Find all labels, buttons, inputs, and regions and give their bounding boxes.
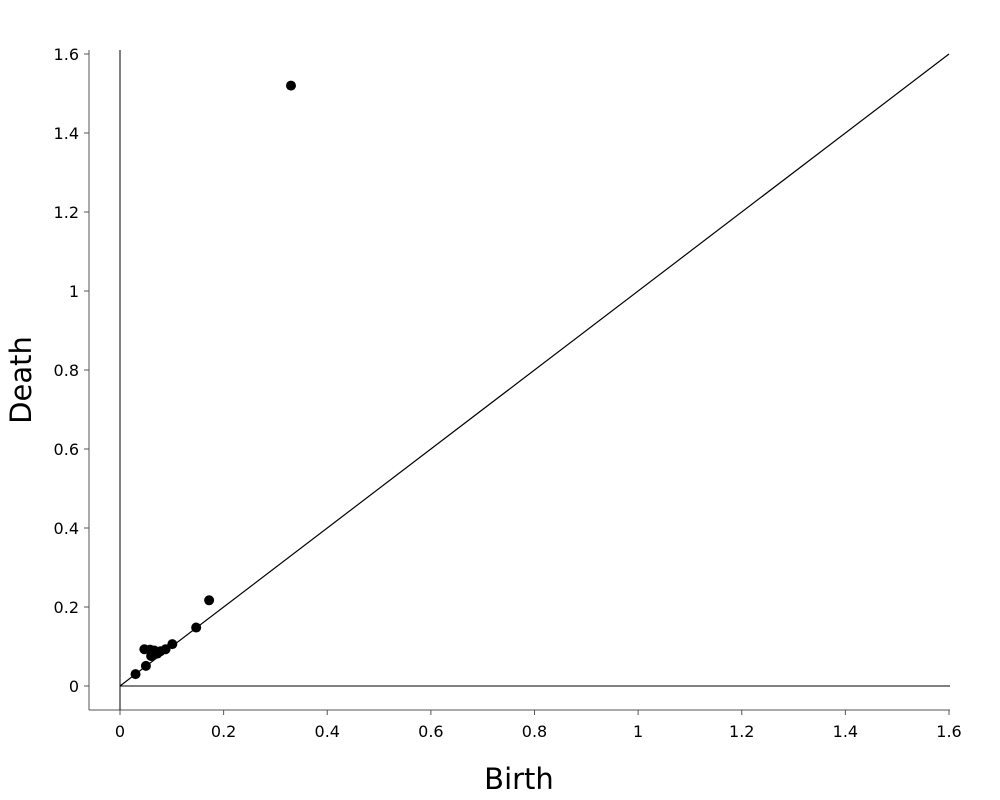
x-tick-label: 1.6 — [936, 722, 961, 741]
y-tick-label: 1.2 — [54, 203, 79, 222]
y-tick-label: 0 — [69, 677, 79, 696]
y-tick-label: 1.6 — [54, 45, 79, 64]
y-axis-title: Death — [4, 336, 38, 424]
x-tick-label: 0.4 — [315, 722, 340, 741]
x-tick-label: 1.4 — [833, 722, 858, 741]
y-tick-label: 0.4 — [54, 519, 79, 538]
x-tick-label: 1.2 — [729, 722, 754, 741]
data-point — [139, 644, 150, 655]
data-point — [130, 669, 141, 680]
y-tick-label: 1.4 — [54, 124, 79, 143]
y-tick-label: 1 — [69, 282, 79, 301]
reference-lines — [119, 50, 950, 710]
data-point — [191, 622, 202, 633]
diagonal-line — [119, 53, 950, 687]
data-point — [140, 660, 151, 671]
x-tick-label: 0.8 — [522, 722, 547, 741]
x-tick-label: 1 — [633, 722, 643, 741]
x-axis-title: Birth — [484, 762, 554, 796]
axes: 0 0.2 0.4 0.6 0.8 1 1.2 1.4 1.6 0 0.2 0.4 0.6 0.8 1 1.2… — [54, 45, 962, 741]
data-point — [204, 595, 215, 606]
y-tick-label: 0.8 — [54, 361, 79, 380]
x-tick-label: 0.2 — [211, 722, 236, 741]
y-tick-label: 0.2 — [54, 598, 79, 617]
data-point — [285, 80, 296, 91]
x-tick-label: 0.6 — [418, 722, 443, 741]
data-points — [130, 80, 296, 680]
x-tick-label: 0 — [115, 722, 125, 741]
y-tick-label: 0.6 — [54, 440, 79, 459]
